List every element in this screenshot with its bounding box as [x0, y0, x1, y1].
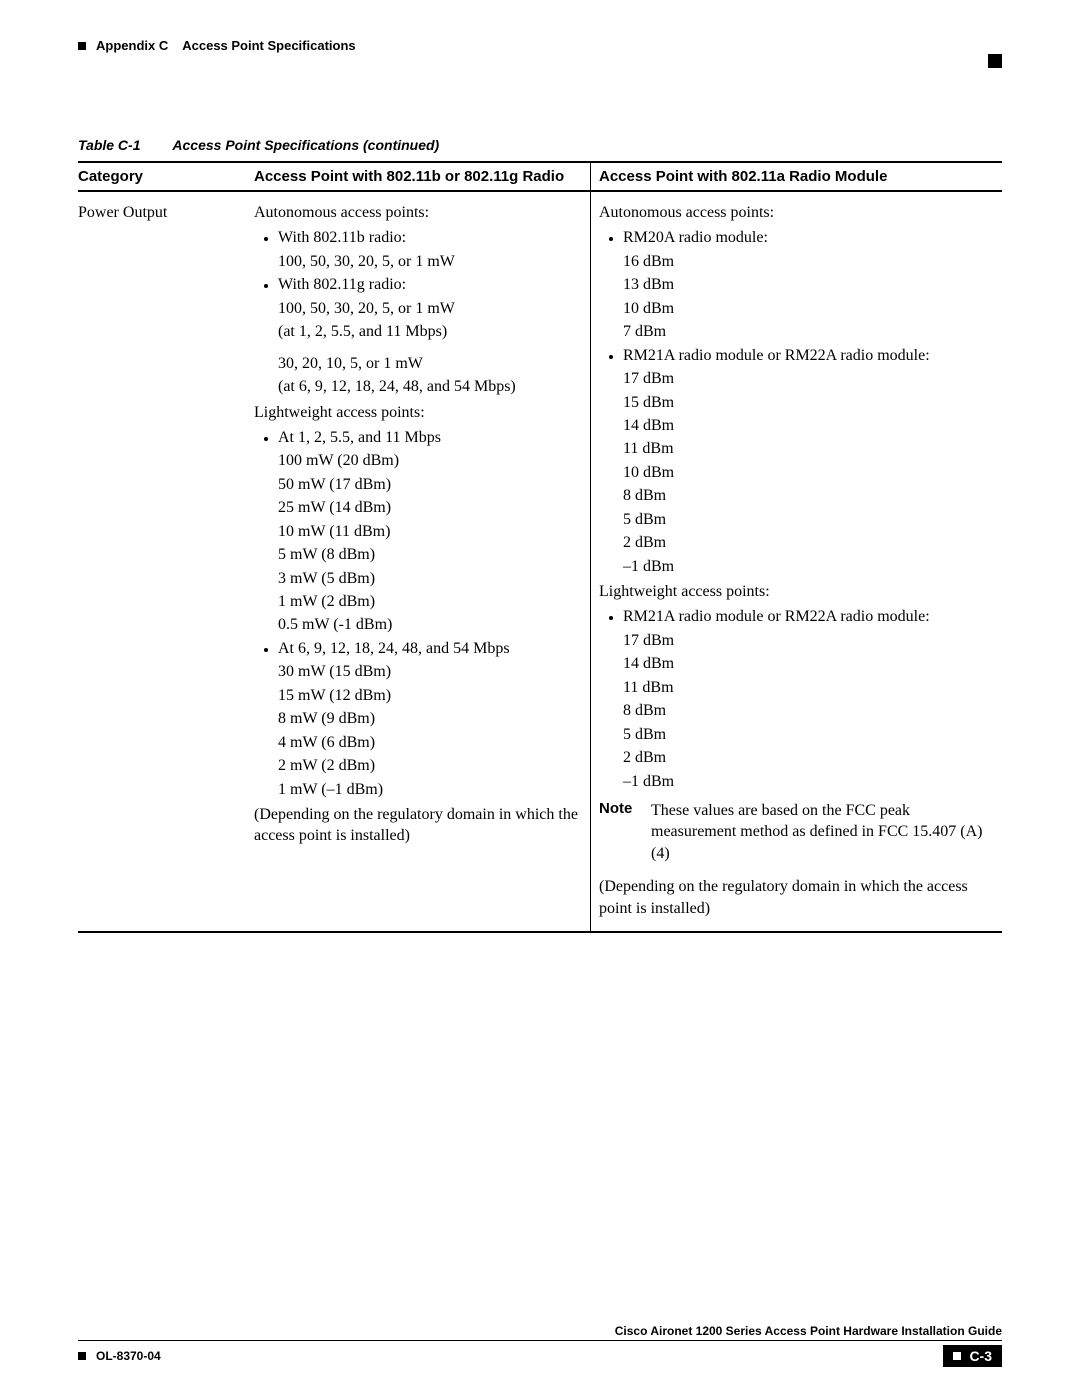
- footer-docnum: OL-8370-04: [96, 1349, 161, 1363]
- badge-marker-icon: [953, 1352, 961, 1360]
- table-row: Power Output Autonomous access points: W…: [78, 191, 1002, 932]
- text: RM20A radio module:: [623, 229, 768, 246]
- list-item: At 1, 2, 5.5, and 11 Mbps 100 mW (20 dBm…: [278, 427, 580, 636]
- text: 2 dBm: [623, 532, 996, 553]
- text: With 802.11g radio:: [278, 276, 406, 293]
- text: 17 dBm: [623, 630, 996, 651]
- running-header: Appendix C Access Point Specifications: [78, 38, 1002, 53]
- table-title: Access Point Specifications (continued): [172, 137, 439, 153]
- text: 10 mW (11 dBm): [278, 521, 580, 542]
- note-label: Note: [599, 800, 651, 864]
- note-text: These values are based on the FCC peak m…: [651, 800, 996, 864]
- text: 100, 50, 30, 20, 5, or 1 mW: [278, 298, 580, 319]
- text: 50 mW (17 dBm): [278, 474, 580, 495]
- col-header-80211bg: Access Point with 802.11b or 802.11g Rad…: [250, 162, 591, 191]
- note: Note These values are based on the FCC p…: [599, 800, 996, 864]
- text: 15 dBm: [623, 392, 996, 413]
- text: 8 dBm: [623, 700, 996, 721]
- appendix-label: Appendix C: [96, 38, 168, 53]
- cell-80211a: Autonomous access points: RM20A radio mo…: [591, 191, 1003, 932]
- page-number: C-3: [969, 1348, 992, 1364]
- text: 0.5 mW (-1 dBm): [278, 614, 580, 635]
- text: 3 mW (5 dBm): [278, 568, 580, 589]
- text: 100 mW (20 dBm): [278, 450, 580, 471]
- text: 25 mW (14 dBm): [278, 497, 580, 518]
- text: 11 dBm: [623, 438, 996, 459]
- list-item: RM21A radio module or RM22A radio module…: [623, 606, 996, 792]
- text: 15 mW (12 dBm): [278, 685, 580, 706]
- text: Autonomous access points:: [254, 202, 580, 223]
- text: 30 mW (15 dBm): [278, 661, 580, 682]
- text: 5 mW (8 dBm): [278, 544, 580, 565]
- text: At 1, 2, 5.5, and 11 Mbps: [278, 429, 441, 446]
- text: –1 dBm: [623, 771, 996, 792]
- list-item: At 6, 9, 12, 18, 24, 48, and 54 Mbps 30 …: [278, 638, 580, 800]
- text: Autonomous access points:: [599, 202, 996, 223]
- cell-category: Power Output: [78, 191, 250, 932]
- text: At 6, 9, 12, 18, 24, 48, and 54 Mbps: [278, 640, 510, 657]
- text: 4 mW (6 dBm): [278, 732, 580, 753]
- text: 30, 20, 10, 5, or 1 mW: [278, 353, 580, 374]
- appendix-title: Access Point Specifications: [182, 38, 355, 53]
- list-item: RM20A radio module: 16 dBm 13 dBm 10 dBm…: [623, 227, 996, 342]
- page-number-badge: C-3: [943, 1345, 1002, 1367]
- page-footer: Cisco Aironet 1200 Series Access Point H…: [78, 1324, 1002, 1367]
- text: 5 dBm: [623, 724, 996, 745]
- text: 14 dBm: [623, 653, 996, 674]
- text: 1 mW (2 dBm): [278, 591, 580, 612]
- text: RM21A radio module or RM22A radio module…: [623, 347, 930, 364]
- text: 10 dBm: [623, 462, 996, 483]
- text: Lightweight access points:: [254, 402, 580, 423]
- text: 2 mW (2 dBm): [278, 755, 580, 776]
- text: 100, 50, 30, 20, 5, or 1 mW: [278, 251, 580, 272]
- text: 8 mW (9 dBm): [278, 708, 580, 729]
- list-item: With 802.11g radio: 100, 50, 30, 20, 5, …: [278, 274, 580, 397]
- list-item: RM21A radio module or RM22A radio module…: [623, 345, 996, 577]
- text: 5 dBm: [623, 509, 996, 530]
- text: 10 dBm: [623, 298, 996, 319]
- text: 17 dBm: [623, 368, 996, 389]
- text: (at 1, 2, 5.5, and 11 Mbps): [278, 321, 580, 342]
- footer-rule: [78, 1340, 1002, 1341]
- text: 11 dBm: [623, 677, 996, 698]
- page: Appendix C Access Point Specifications T…: [0, 0, 1080, 1397]
- table-label: Table C-1: [78, 137, 141, 153]
- text: (Depending on the regulatory domain in w…: [599, 876, 996, 919]
- list-item: With 802.11b radio: 100, 50, 30, 20, 5, …: [278, 227, 580, 272]
- text: 7 dBm: [623, 321, 996, 342]
- text: 1 mW (–1 dBm): [278, 779, 580, 800]
- text: 8 dBm: [623, 485, 996, 506]
- table-caption: Table C-1 Access Point Specifications (c…: [78, 137, 1002, 153]
- cell-80211bg: Autonomous access points: With 802.11b r…: [250, 191, 591, 932]
- text: 13 dBm: [623, 274, 996, 295]
- col-header-80211a: Access Point with 802.11a Radio Module: [591, 162, 1003, 191]
- spec-table: Category Access Point with 802.11b or 80…: [78, 161, 1002, 933]
- text: With 802.11b radio:: [278, 229, 406, 246]
- col-header-category: Category: [78, 162, 250, 191]
- text: (at 6, 9, 12, 18, 24, 48, and 54 Mbps): [278, 376, 580, 397]
- text: (Depending on the regulatory domain in w…: [254, 804, 580, 847]
- category-value: Power Output: [78, 202, 244, 223]
- text: –1 dBm: [623, 556, 996, 577]
- text: RM21A radio module or RM22A radio module…: [623, 608, 930, 625]
- text: 14 dBm: [623, 415, 996, 436]
- text: Lightweight access points:: [599, 581, 996, 602]
- text: 2 dBm: [623, 747, 996, 768]
- corner-square-icon: [988, 54, 1002, 68]
- footer-marker-icon: [78, 1352, 86, 1360]
- header-marker-icon: [78, 42, 86, 50]
- footer-guide-title: Cisco Aironet 1200 Series Access Point H…: [78, 1324, 1002, 1338]
- text: 16 dBm: [623, 251, 996, 272]
